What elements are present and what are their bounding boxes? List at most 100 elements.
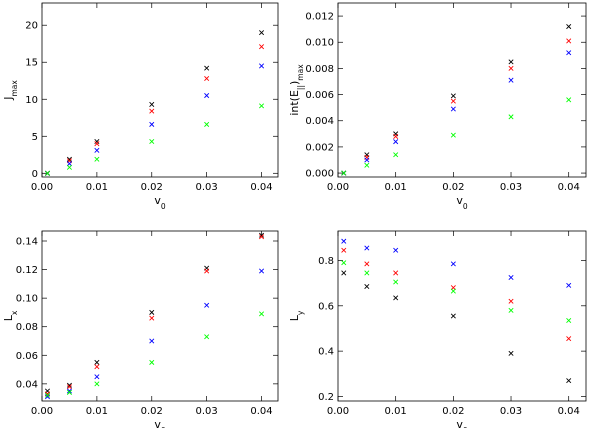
data-point [149,121,155,127]
plot-frame [337,2,587,178]
x-tick-label: 0.01 [86,406,108,417]
y-tick-label: 0.12 [16,265,38,276]
data-point [566,378,572,384]
x-tick-label: 0.01 [385,406,407,417]
x-axis-label: v0 [456,194,468,211]
data-point [94,374,100,380]
y-tick-label: 0.6 [318,301,334,312]
data-point [259,232,265,238]
x-tick-label: 0.03 [196,182,218,193]
x-tick-label: 0.00 [31,406,53,417]
x-axis-label: v0 [154,194,166,211]
data-point [364,270,370,276]
data-point [44,170,51,176]
y-tick-label: 0.004 [305,116,334,127]
panel-ly: 0.00 0.01 0.02 0.03 0.04 0.2 0.4 0.6 0.8 v0 Ly [288,230,587,428]
data-point [204,93,210,99]
data-point [450,313,456,319]
data-point [566,282,572,288]
data-point [364,157,370,163]
x-tick-label: 0.02 [442,182,464,193]
data-point [566,50,572,56]
data-point [508,298,514,304]
data-point [94,141,100,147]
data-point [66,382,72,388]
data-point [450,288,456,294]
y-tick-label: 0.002 [305,142,334,153]
data-point [508,77,514,83]
x-tick-label: 0.02 [442,406,464,417]
data-point [508,307,514,313]
data-point [259,44,265,50]
x-tick-label: 0.04 [558,182,580,193]
data-point [393,247,399,253]
data-point [149,338,155,344]
data-point [508,274,514,280]
data-point [149,108,155,114]
plot-frame [41,230,279,402]
plot-frame [41,2,279,178]
x-tick-label: 0.02 [141,182,163,193]
data-point [66,161,72,167]
y-tick-label: 15 [25,58,38,69]
x-tick-label: 0.00 [327,182,349,193]
data-point [566,97,572,103]
data-point [393,279,399,285]
data-point [149,101,155,107]
data-point [508,114,514,120]
y-tick-label: 0.2 [318,392,334,403]
x-tick-label: 0.00 [327,406,349,417]
data-point [204,76,210,82]
data-point [393,270,399,276]
data-point [393,295,399,301]
data-point [149,315,155,321]
data-point [149,359,155,365]
data-point [259,268,265,274]
y-tick-label: 0.006 [305,90,334,101]
y-tick-label: 5 [32,132,38,143]
data-point [341,170,347,176]
data-point [566,24,572,30]
y-tick-label: 0.4 [318,347,334,358]
y-tick-label: 0.000 [305,169,334,180]
data-point [66,388,72,394]
data-point [450,261,456,267]
x-tick-label: 0.02 [141,406,163,417]
data-point [94,364,100,370]
y-axis-label: Jmax [2,80,19,101]
x-tick-label: 0.03 [500,182,522,193]
data-point [259,63,265,69]
data-point [450,98,456,104]
y-tick-label: 0.008 [305,64,334,75]
y-tick-label: 0.14 [16,237,38,248]
data-point [149,138,155,144]
x-tick-label: 0.04 [250,406,272,417]
data-point [364,162,370,168]
data-point [149,309,155,315]
data-point [566,318,572,324]
data-point [341,247,347,253]
data-point [66,164,72,170]
y-tick-label: 0.04 [16,379,38,390]
data-point [44,392,51,398]
data-point [450,132,456,138]
data-point [341,260,347,266]
data-point [204,121,210,127]
data-point [364,261,370,267]
data-point [341,270,347,276]
x-tick-label: 0.03 [500,406,522,417]
y-tick-label: 0.10 [16,294,38,305]
data-point [94,156,100,162]
data-point [393,152,399,158]
data-point [259,234,265,240]
y-tick-label: 0.012 [305,12,334,23]
data-point [259,103,265,109]
y-tick-label: 20 [25,21,38,32]
data-point [44,394,51,400]
data-point [508,59,514,65]
y-tick-label: 10 [25,95,38,106]
x-tick-label: 0.03 [196,406,218,417]
data-point [204,268,210,274]
x-axis-label: v0 [154,418,166,428]
plot-frame [337,230,587,402]
